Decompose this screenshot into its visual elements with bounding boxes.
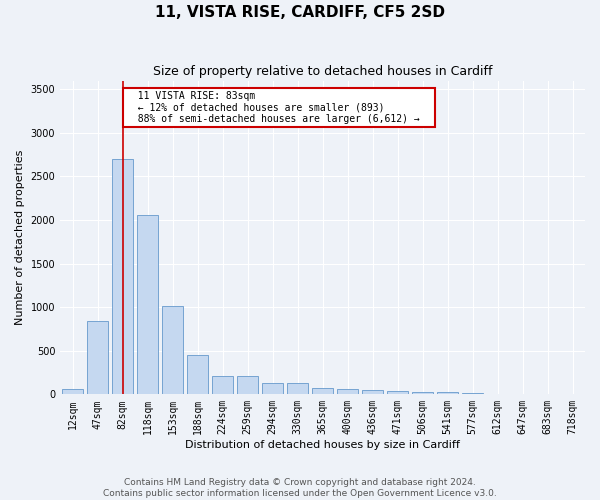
Bar bbox=[62, 389, 83, 394]
Bar bbox=[287, 382, 308, 394]
X-axis label: Distribution of detached houses by size in Cardiff: Distribution of detached houses by size … bbox=[185, 440, 460, 450]
Text: Contains HM Land Registry data © Crown copyright and database right 2024.
Contai: Contains HM Land Registry data © Crown c… bbox=[103, 478, 497, 498]
Text: 11, VISTA RISE, CARDIFF, CF5 2SD: 11, VISTA RISE, CARDIFF, CF5 2SD bbox=[155, 5, 445, 20]
Bar bbox=[412, 392, 433, 394]
Bar bbox=[87, 321, 108, 394]
Bar bbox=[237, 376, 258, 394]
Bar bbox=[387, 392, 408, 394]
Bar bbox=[362, 390, 383, 394]
Bar bbox=[162, 306, 183, 394]
Bar bbox=[112, 159, 133, 394]
Bar bbox=[187, 354, 208, 395]
Bar bbox=[212, 376, 233, 394]
Bar bbox=[262, 382, 283, 394]
Y-axis label: Number of detached properties: Number of detached properties bbox=[15, 150, 25, 325]
Bar bbox=[137, 215, 158, 394]
Bar bbox=[337, 389, 358, 394]
Title: Size of property relative to detached houses in Cardiff: Size of property relative to detached ho… bbox=[153, 65, 493, 78]
Bar bbox=[437, 392, 458, 394]
Text: 11 VISTA RISE: 83sqm  
  ← 12% of detached houses are smaller (893)  
  88% of s: 11 VISTA RISE: 83sqm ← 12% of detached h… bbox=[127, 91, 432, 124]
Bar bbox=[312, 388, 333, 394]
